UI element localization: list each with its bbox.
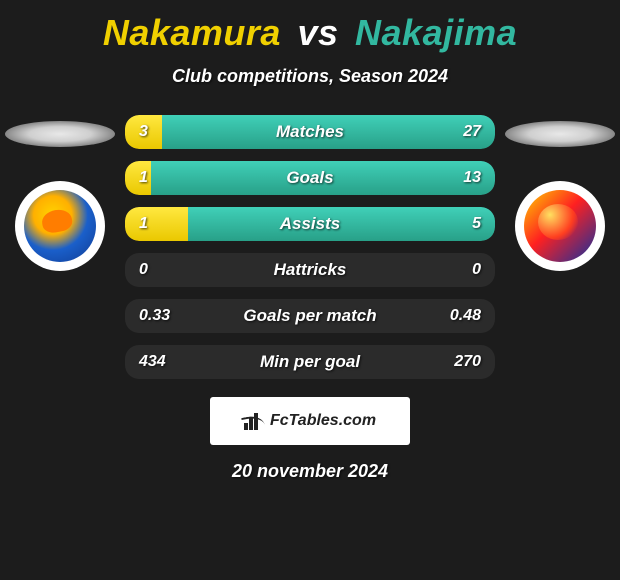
stat-label: Min per goal	[125, 345, 495, 379]
player1-club-badge	[15, 181, 105, 271]
stat-row: 0.330.48Goals per match	[125, 299, 495, 333]
player1-name: Nakamura	[103, 12, 281, 53]
fctables-logo-icon	[244, 412, 264, 430]
right-side-col	[500, 115, 620, 271]
left-side-col	[0, 115, 120, 271]
stat-label: Matches	[125, 115, 495, 149]
stat-row: 00Hattricks	[125, 253, 495, 287]
stat-row: 113Goals	[125, 161, 495, 195]
attribution-text: FcTables.com	[270, 412, 376, 430]
player1-shadow	[5, 121, 115, 147]
club-badge-icon	[24, 190, 96, 262]
player2-shadow	[505, 121, 615, 147]
club-badge-icon	[524, 190, 596, 262]
date-line: 20 november 2024	[0, 461, 620, 482]
player2-club-badge	[515, 181, 605, 271]
stat-row: 327Matches	[125, 115, 495, 149]
player2-name: Nakajima	[355, 12, 517, 53]
content-row: 327Matches 113Goals 15Assists 00Hattricks 0.…	[0, 115, 620, 391]
stat-label: Goals per match	[125, 299, 495, 333]
vs-separator: vs	[297, 12, 338, 53]
comparison-title: Nakamura vs Nakajima	[0, 0, 620, 54]
competition-subtitle: Club competitions, Season 2024	[0, 66, 620, 87]
stat-row: 434270Min per goal	[125, 345, 495, 379]
stats-column: 327Matches 113Goals 15Assists 00Hattricks 0.…	[125, 115, 495, 391]
stat-row: 15Assists	[125, 207, 495, 241]
stat-label: Goals	[125, 161, 495, 195]
stat-label: Assists	[125, 207, 495, 241]
stat-label: Hattricks	[125, 253, 495, 287]
attribution-badge: FcTables.com	[210, 397, 410, 445]
